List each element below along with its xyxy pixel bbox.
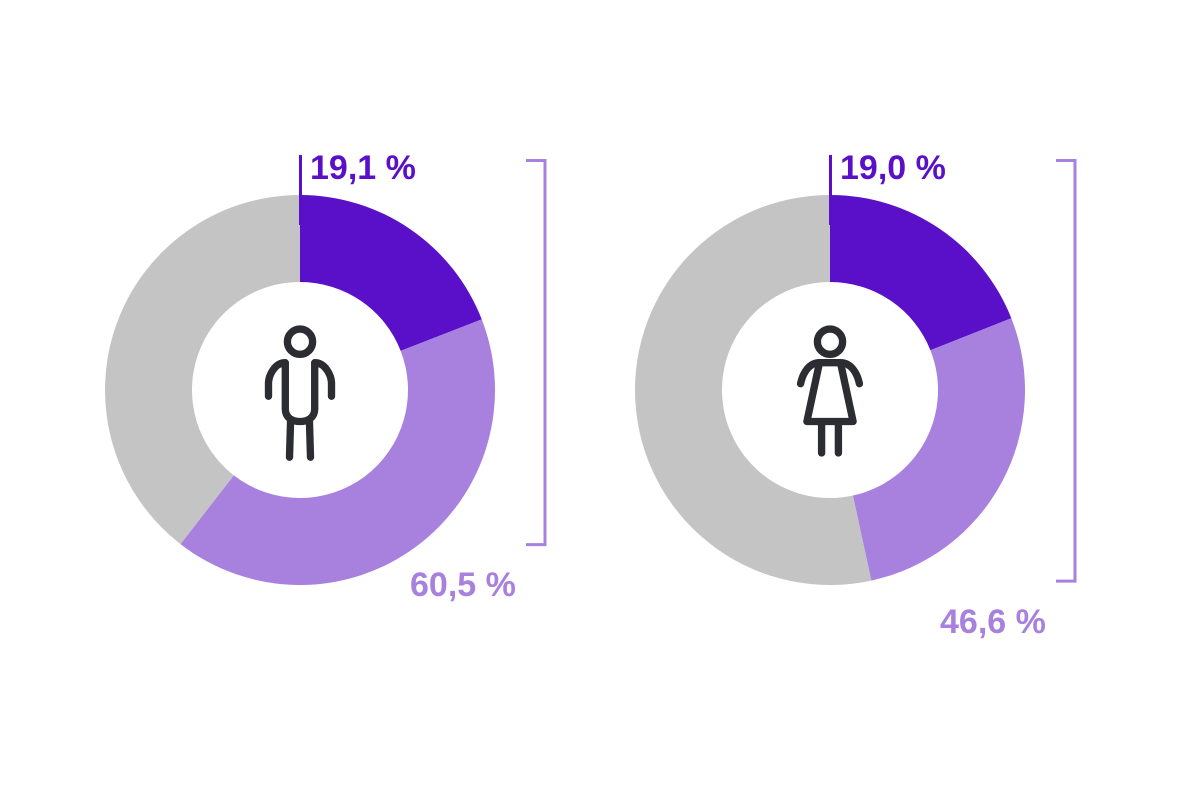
bracket-female xyxy=(1055,158,1080,584)
bottom-label-male: 60,5 % xyxy=(410,566,516,605)
top-label-male: 19,1 % xyxy=(310,149,416,188)
donut-male xyxy=(103,193,497,587)
bracket-male xyxy=(525,158,550,547)
segment-male-light xyxy=(180,319,495,585)
top-tick-male xyxy=(299,155,302,225)
segment-female-dark xyxy=(830,195,1011,350)
bottom-label-female: 46,6 % xyxy=(940,603,1046,642)
donut-female xyxy=(633,193,1027,587)
male-icon xyxy=(269,329,332,457)
top-label-female: 19,0 % xyxy=(840,149,946,188)
infographic-canvas: 19,1 % 60,5 % 19,0 % 46,6 % xyxy=(0,0,1200,800)
female-icon xyxy=(801,329,860,453)
top-tick-female xyxy=(829,155,832,225)
segment-male-dark xyxy=(300,195,482,351)
segment-female-light xyxy=(853,318,1025,580)
